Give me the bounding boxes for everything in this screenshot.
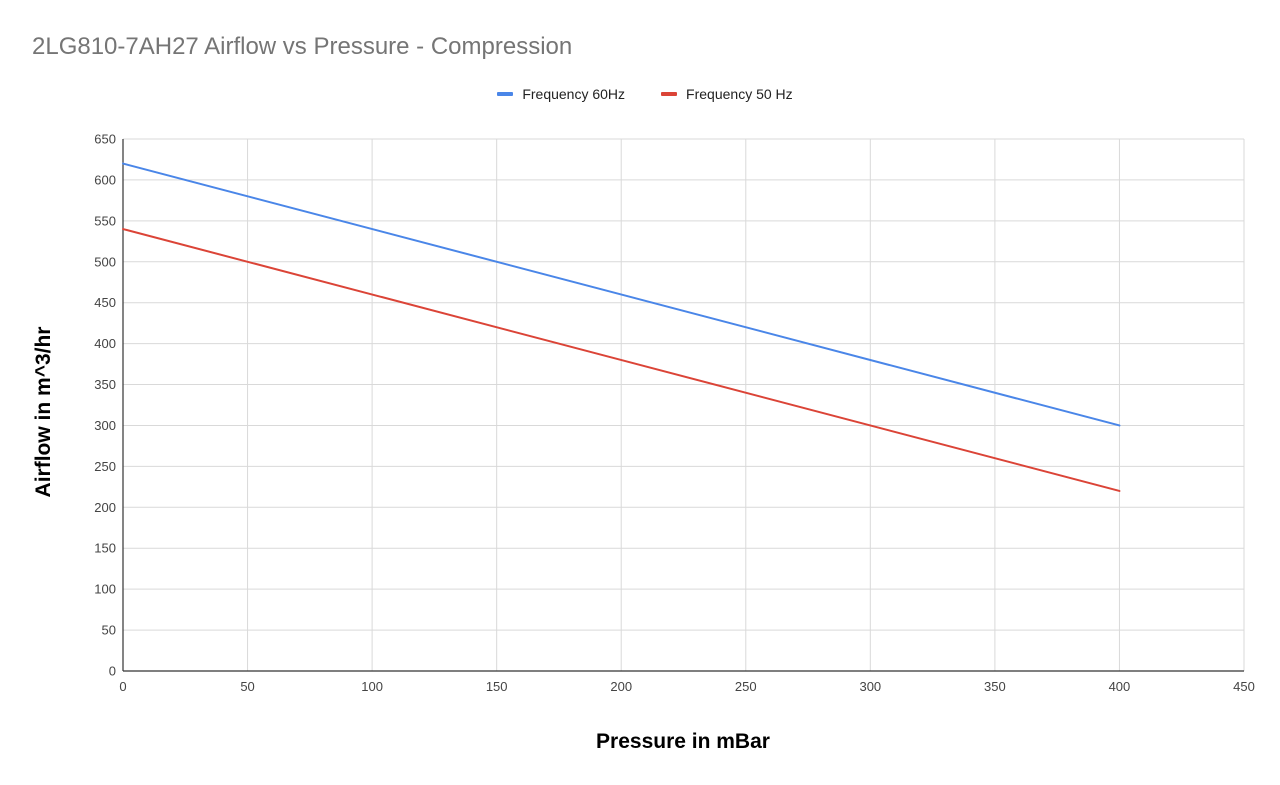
x-tick-label-0: 0 (119, 679, 126, 694)
tick-labels: 0 50 100 150 200 250 300 350 400 450 500 550 600 650 0… (94, 132, 1255, 695)
y-tick-label-650: 650 (94, 132, 116, 147)
x-tick-label-400: 400 (1109, 679, 1131, 694)
x-tick-label-100: 100 (361, 679, 383, 694)
x-tick-label-200: 200 (610, 679, 632, 694)
y-tick-label-300: 300 (94, 418, 116, 433)
x-axis-title: Pressure in mBar (596, 730, 770, 753)
y-tick-label-550: 550 (94, 213, 116, 228)
y-tick-label-600: 600 (94, 172, 116, 187)
gridlines (123, 138, 1245, 671)
x-tick-label-300: 300 (859, 679, 881, 694)
x-tick-label-150: 150 (486, 679, 508, 694)
y-tick-label-200: 200 (94, 500, 116, 515)
y-tick-label-250: 250 (94, 459, 116, 474)
x-tick-label-50: 50 (240, 679, 254, 694)
y-tick-label-350: 350 (94, 377, 116, 392)
legend-label-50hz: Frequency 50 Hz (686, 86, 793, 102)
legend: Frequency 60Hz Frequency 50 Hz (0, 86, 1280, 102)
series-line-0 (122, 162, 1121, 427)
legend-item-60hz[interactable]: Frequency 60Hz (487, 86, 625, 102)
y-tick-label-50: 50 (102, 623, 116, 638)
legend-swatch-60hz (497, 92, 514, 96)
x-tick-label-250: 250 (735, 679, 757, 694)
y-tick-label-500: 500 (94, 254, 116, 269)
legend-item-50hz[interactable]: Frequency 50 Hz (651, 86, 793, 102)
y-axis-title: Airflow in m^3/hr (32, 327, 55, 498)
x-tick-label-350: 350 (984, 679, 1006, 694)
axes (122, 139, 1244, 672)
y-tick-label-100: 100 (94, 582, 116, 597)
chart-title: 2LG810-7AH27 Airflow vs Pressure - Compr… (32, 33, 573, 60)
series-line-1 (122, 228, 1121, 492)
legend-swatch-50hz (661, 92, 678, 96)
y-tick-label-150: 150 (94, 541, 116, 556)
y-tick-label-0: 0 (109, 664, 116, 679)
x-tick-label-450: 450 (1233, 679, 1255, 694)
y-tick-label-450: 450 (94, 295, 116, 310)
series-lines (122, 162, 1121, 492)
y-tick-label-400: 400 (94, 336, 116, 351)
legend-label-60hz: Frequency 60Hz (522, 86, 626, 102)
